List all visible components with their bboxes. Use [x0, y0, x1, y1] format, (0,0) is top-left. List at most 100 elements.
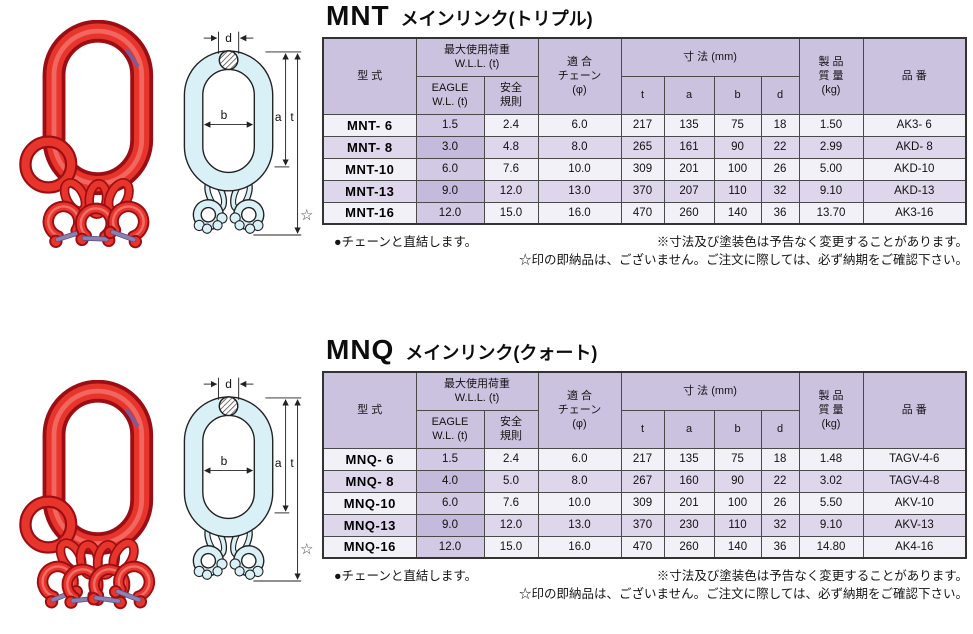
d-cell: 26: [760, 157, 800, 181]
mass-cell: 1.50: [798, 113, 864, 137]
mnt-title-text: メインリンク(トリプル): [400, 9, 593, 29]
b-cell: 75: [713, 447, 762, 471]
chain-cell: 13.0: [537, 513, 622, 537]
part-cell: AK3- 6: [862, 113, 967, 137]
eagle-cell: 4.0: [415, 469, 485, 493]
b-cell: 100: [713, 491, 762, 515]
eagle-cell: 12.0: [415, 201, 485, 225]
mnq-note-chain: ●チェーンと直結します。: [334, 569, 478, 583]
mnt-table-body: MNT- 6 1.5 2.4 6.0 217 135 75 18 1.50 AK3- 6 MNT- …: [322, 113, 967, 225]
model-cell: MNT-16: [322, 201, 417, 225]
d-cell: 22: [760, 135, 800, 159]
model-cell: MNQ- 8: [322, 469, 417, 493]
b-cell: 75: [713, 113, 762, 137]
table-row: MNQ- 8 4.0 5.0 8.0 267 160 90 22 3.02 TAGV-4-8: [322, 469, 967, 493]
table-row: MNQ-16 12.0 15.0 16.0 470 260 140 36 14.80 AK4-16: [322, 535, 967, 559]
mnq-stock-star: ☆: [300, 541, 314, 558]
mnt-spec-table: 型 式 最大使用荷重 W.L.L. (t) 適 合 チェーン (φ) 寸 法 (…: [322, 37, 968, 225]
safety-cell: 15.0: [483, 535, 539, 559]
part-cell: AKV-10: [862, 491, 967, 515]
header-b: b: [713, 75, 762, 115]
cross-section-hatch: [218, 396, 239, 417]
mnq-title: MNQ メインリンク(クォート): [326, 334, 597, 366]
d-cell: 32: [760, 179, 800, 203]
safety-cell: 15.0: [483, 201, 539, 225]
chain-cell: 6.0: [537, 113, 622, 137]
eagle-cell: 6.0: [415, 157, 485, 181]
header-b: b: [713, 409, 762, 449]
t-cell: 217: [620, 447, 665, 471]
part-cell: TAGV-4-6: [862, 447, 967, 471]
header-model: 型 式: [322, 371, 417, 449]
b-cell: 90: [713, 135, 762, 159]
eagle-cell: 9.0: [415, 179, 485, 203]
t-cell: 309: [620, 491, 665, 515]
part-cell: AK4-16: [862, 535, 967, 559]
table-row: MNT- 6 1.5 2.4 6.0 217 135 75 18 1.50 AK3- 6: [322, 113, 967, 137]
dim-label-b: b: [221, 454, 228, 468]
header-safety: 安全 規則: [483, 75, 539, 115]
header-t: t: [620, 75, 665, 115]
small-ring-red: [19, 135, 78, 194]
a-cell: 161: [663, 135, 715, 159]
header-mass: 製 品 質 量 (kg): [798, 371, 864, 449]
safety-cell: 7.6: [483, 491, 539, 515]
mnq-spec-table: 型 式 最大使用荷重 W.L.L. (t) 適 合 チェーン (φ) 寸 法 (…: [322, 371, 968, 559]
mass-cell: 5.50: [798, 491, 864, 515]
table-row: MNQ- 6 1.5 2.4 6.0 217 135 75 18 1.48 TAGV-4-6: [322, 447, 967, 471]
chain-cell: 10.0: [537, 157, 622, 181]
mnq-title-code: MNQ: [326, 334, 395, 365]
safety-cell: 4.8: [483, 135, 539, 159]
d-cell: 18: [760, 113, 800, 137]
t-cell: 217: [620, 113, 665, 137]
a-cell: 260: [663, 535, 715, 559]
chain-cell: 10.0: [537, 491, 622, 515]
safety-cell: 12.0: [483, 513, 539, 537]
mass-cell: 9.10: [798, 513, 864, 537]
d-cell: 36: [760, 201, 800, 225]
a-cell: 135: [663, 447, 715, 471]
mass-cell: 2.99: [798, 135, 864, 159]
chain-cell: 13.0: [537, 179, 622, 203]
mass-cell: 5.00: [798, 157, 864, 181]
header-part: 品 番: [862, 37, 967, 115]
dim-label-d: d: [225, 31, 232, 45]
mnq-section: d b a t MNQ メインリンク(クォート) ☆ 型 式 最大使用荷重 W.…: [0, 334, 973, 634]
t-cell: 265: [620, 135, 665, 159]
table-row: MNT-13 9.0 12.0 13.0 370 207 110 32 9.10 AKD-13: [322, 179, 967, 203]
small-ring-red: [19, 495, 78, 554]
mnq-table-body: MNQ- 6 1.5 2.4 6.0 217 135 75 18 1.48 TAGV-4-6 MNQ…: [322, 447, 967, 559]
weld-band: [124, 408, 140, 428]
header-eagle: EAGLE W.L. (t): [415, 409, 485, 449]
a-cell: 201: [663, 157, 715, 181]
header-safety: 安全 規則: [483, 409, 539, 449]
t-cell: 370: [620, 179, 665, 203]
model-cell: MNT-10: [322, 157, 417, 181]
mnt-section: d b a t MNT メインリンク(トリプル) ☆ 型 式 最大使用荷重 W.…: [0, 0, 973, 300]
t-cell: 370: [620, 513, 665, 537]
mnq-table-wrap: ☆ 型 式 最大使用荷重 W.L.L. (t) 適 合 チェーン (φ) 寸 法…: [300, 371, 968, 559]
t-cell: 309: [620, 157, 665, 181]
eagle-cell: 9.0: [415, 513, 485, 537]
header-dims-group: 寸 法 (mm): [620, 371, 800, 411]
mnt-title: MNT メインリンク(トリプル): [326, 0, 593, 32]
t-cell: 267: [620, 469, 665, 493]
part-cell: AKV-13: [862, 513, 967, 537]
dim-label-b: b: [221, 108, 228, 122]
model-cell: MNT- 6: [322, 113, 417, 137]
header-mass: 製 品 質 量 (kg): [798, 37, 864, 115]
model-cell: MNQ-13: [322, 513, 417, 537]
part-cell: AKD-13: [862, 179, 967, 203]
eagle-cell: 3.0: [415, 135, 485, 159]
part-cell: AK3-16: [862, 201, 967, 225]
mnt-table-wrap: ☆ 型 式 最大使用荷重 W.L.L. (t) 適 合 チェーン (φ) 寸 法…: [300, 37, 968, 225]
weld-band: [124, 48, 140, 68]
a-cell: 160: [663, 469, 715, 493]
dim-label-t: t: [290, 110, 294, 124]
mnq-product-illustration: [19, 380, 176, 612]
a-cell: 207: [663, 179, 715, 203]
mass-cell: 9.10: [798, 179, 864, 203]
main-link-outline: [183, 50, 274, 192]
header-t: t: [620, 409, 665, 449]
mnt-stock-star: ☆: [300, 207, 314, 224]
